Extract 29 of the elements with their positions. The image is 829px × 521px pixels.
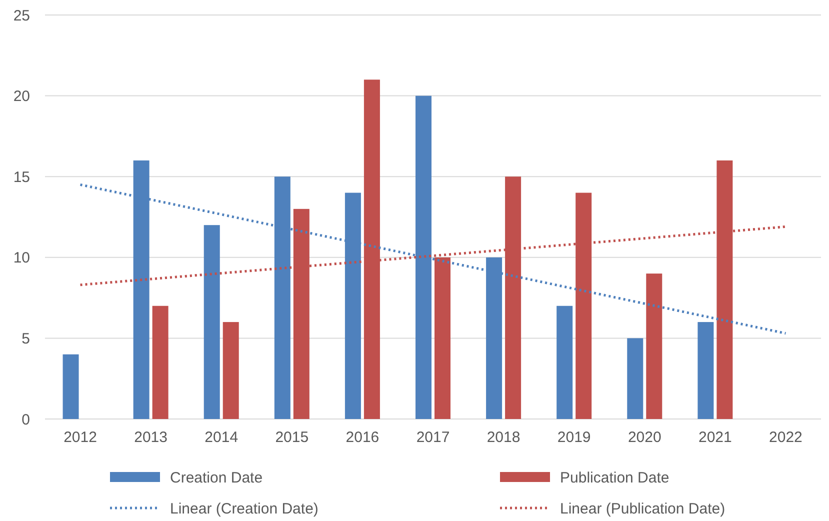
x-tick-label: 2020 bbox=[628, 429, 662, 446]
x-tick-label: 2015 bbox=[275, 429, 309, 446]
legend-label: Publication Date bbox=[560, 469, 670, 486]
legend-label: Linear (Publication Date) bbox=[560, 500, 726, 518]
bar bbox=[222, 322, 239, 419]
x-tick-label: 2012 bbox=[64, 429, 97, 446]
x-tick-label: 2018 bbox=[486, 429, 520, 446]
x-tick-label: 2013 bbox=[134, 429, 168, 446]
legend-label: Linear (Creation Date) bbox=[170, 500, 318, 518]
bar bbox=[62, 354, 79, 419]
y-tick-label: 0 bbox=[22, 411, 30, 428]
x-tick-label: 2022 bbox=[769, 429, 802, 446]
y-tick-label: 25 bbox=[13, 7, 30, 24]
bar bbox=[646, 274, 662, 419]
y-tick-label: 20 bbox=[13, 88, 30, 106]
x-tick-label: 2017 bbox=[416, 429, 450, 446]
y-tick-label: 10 bbox=[13, 250, 30, 267]
x-tick-label: 2021 bbox=[698, 429, 732, 446]
bar bbox=[627, 338, 644, 419]
x-tick-label: 2016 bbox=[346, 429, 380, 446]
bar bbox=[152, 306, 168, 419]
legend-label: Creation Date bbox=[170, 469, 263, 486]
bar bbox=[698, 322, 714, 419]
bar bbox=[204, 225, 220, 419]
y-tick-label: 15 bbox=[13, 168, 30, 186]
bar bbox=[556, 306, 573, 419]
x-tick-label: 2014 bbox=[204, 429, 238, 446]
y-tick-label: 5 bbox=[22, 330, 30, 348]
x-tick-label: 2019 bbox=[557, 429, 591, 446]
